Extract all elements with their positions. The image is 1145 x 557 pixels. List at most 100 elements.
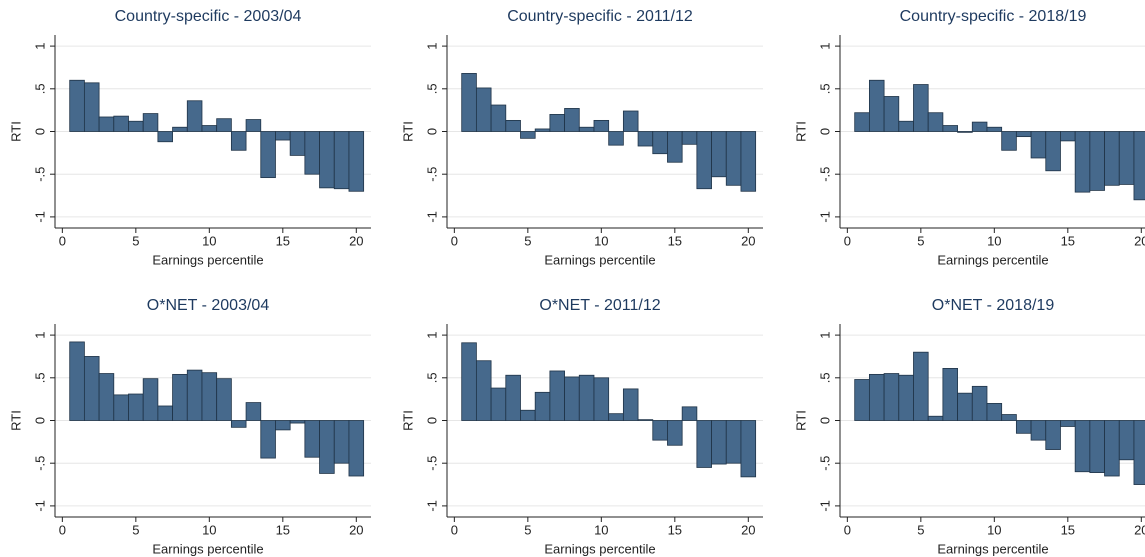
x-tick-label: 20 — [349, 233, 363, 248]
x-axis-label: Earnings percentile — [152, 252, 263, 267]
y-axis-label: RTI — [8, 410, 23, 431]
y-tick-label: -.5 — [817, 167, 832, 182]
bar — [1060, 131, 1076, 142]
bar — [304, 420, 320, 458]
bar — [157, 131, 173, 143]
bar — [113, 115, 129, 132]
bar — [348, 131, 365, 192]
bar — [711, 420, 727, 465]
bar — [461, 73, 477, 132]
bar — [475, 87, 492, 132]
bar — [564, 108, 580, 132]
y-tick-label: .5 — [32, 83, 47, 94]
y-tick-label: .5 — [424, 83, 439, 94]
y-tick-label: .5 — [424, 372, 439, 383]
panel-title: Country-specific - 2011/12 — [507, 8, 693, 25]
panel: O*NET - 2003/04 -1 -.5 0 .5 1 RTI 0 5 10 15 20 Earni… — [8, 297, 371, 556]
bar — [711, 131, 727, 178]
bar — [868, 373, 885, 421]
y-tick-label: 1 — [817, 331, 832, 338]
bar — [348, 420, 365, 477]
bar — [230, 420, 247, 428]
x-tick-label: 15 — [276, 522, 290, 537]
x-tick-label: 10 — [202, 522, 216, 537]
y-tick-label: 0 — [817, 128, 832, 135]
bar — [637, 419, 654, 421]
bar — [1030, 420, 1047, 441]
bar — [1045, 420, 1061, 450]
x-tick-label: 0 — [844, 233, 851, 248]
x-tick-label: 15 — [1061, 522, 1075, 537]
bar — [245, 119, 262, 132]
bar — [725, 420, 742, 464]
bar — [854, 112, 870, 132]
x-tick-label: 20 — [741, 522, 755, 537]
bar — [128, 120, 144, 132]
bar — [957, 392, 973, 421]
y-tick-label: -1 — [424, 500, 439, 512]
x-tick-label: 0 — [451, 233, 458, 248]
bar — [637, 131, 654, 147]
bar — [1060, 420, 1076, 427]
bar — [128, 393, 144, 421]
x-tick-label: 10 — [594, 522, 608, 537]
bar — [578, 374, 595, 421]
x-axis-label: Earnings percentile — [544, 541, 655, 556]
bar — [927, 112, 944, 132]
y-tick-label: -1 — [32, 500, 47, 512]
bar — [1133, 420, 1145, 485]
y-tick-label: 0 — [32, 128, 47, 135]
bar — [1104, 420, 1120, 477]
bar — [98, 373, 115, 421]
y-axis-label: RTI — [400, 410, 415, 431]
bar — [69, 341, 85, 421]
bar — [608, 131, 624, 146]
y-tick-label: 1 — [424, 42, 439, 49]
bar — [971, 385, 988, 421]
bar — [942, 125, 958, 132]
bar — [898, 374, 914, 421]
bar — [172, 373, 188, 421]
bar — [157, 405, 173, 421]
bar — [681, 131, 698, 145]
bar — [275, 131, 291, 141]
bar — [319, 420, 335, 474]
bar — [83, 82, 100, 132]
panel-title: Country-specific - 2018/19 — [900, 8, 1087, 25]
bar — [333, 131, 350, 190]
x-tick-label: 5 — [132, 522, 139, 537]
y-axis-label: RTI — [793, 121, 808, 142]
x-tick-label: 0 — [59, 522, 66, 537]
bar — [913, 351, 929, 421]
x-tick-label: 15 — [668, 233, 682, 248]
bar — [913, 84, 929, 132]
bar — [942, 368, 958, 421]
bar — [725, 131, 742, 186]
bar — [1104, 131, 1120, 186]
y-tick-label: -.5 — [32, 167, 47, 182]
bar — [681, 406, 698, 421]
bar — [1118, 420, 1135, 461]
y-tick-label: -1 — [32, 211, 47, 223]
y-axis-label: RTI — [793, 410, 808, 431]
bar — [83, 356, 100, 421]
bar — [520, 131, 536, 139]
y-tick-label: 0 — [424, 128, 439, 135]
bar — [319, 131, 335, 189]
y-tick-label: 0 — [424, 417, 439, 424]
bar — [216, 378, 232, 421]
y-tick-label: -1 — [424, 211, 439, 223]
bar — [740, 131, 757, 192]
bar — [1133, 131, 1145, 201]
bar — [740, 420, 757, 478]
panel: Country-specific - 2018/19 -1 -.5 0 .5 1 RTI 0 5… — [793, 8, 1145, 267]
bar — [854, 379, 870, 421]
panel: Country-specific - 2003/04 -1 -.5 0 .5 1 RTI 0 5… — [8, 8, 371, 267]
x-tick-label: 5 — [132, 233, 139, 248]
y-tick-label: .5 — [817, 372, 832, 383]
bar — [927, 415, 944, 421]
panel-title: O*NET - 2018/19 — [932, 297, 1055, 314]
x-axis-label: Earnings percentile — [544, 252, 655, 267]
bar — [696, 131, 712, 190]
